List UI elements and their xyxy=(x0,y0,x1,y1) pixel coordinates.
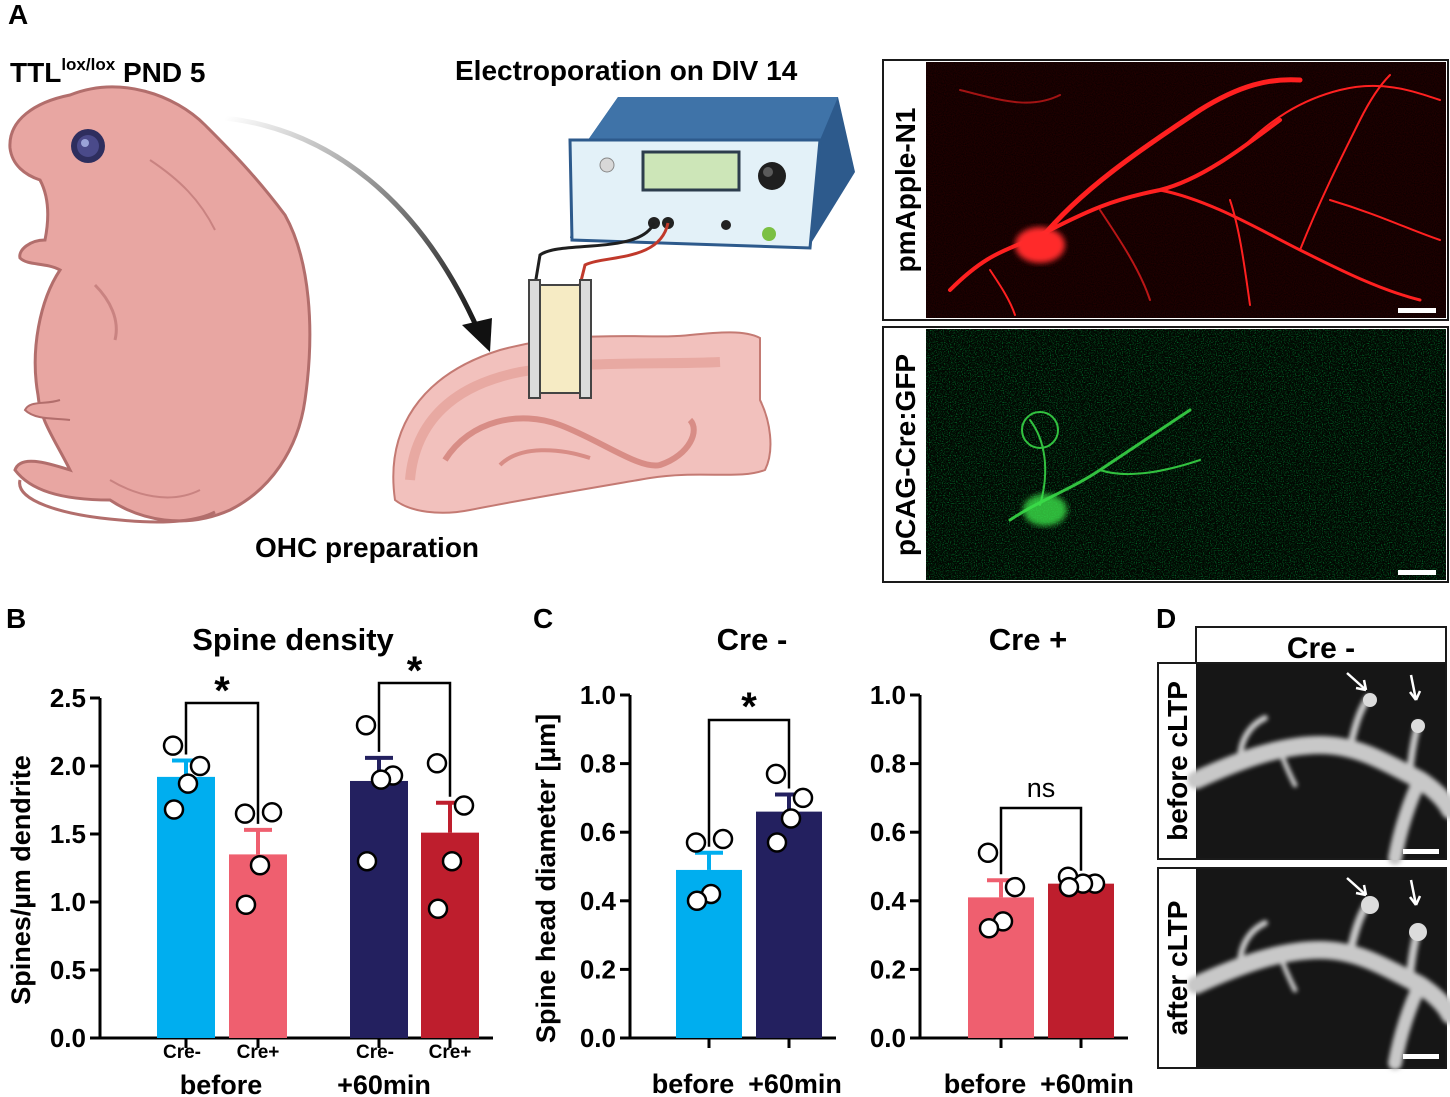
data-point xyxy=(189,755,211,777)
y-tick-label: 0.5 xyxy=(50,955,86,985)
y-tick-label: 0.0 xyxy=(50,1023,86,1053)
y-tick-label: 1.0 xyxy=(870,680,906,710)
bar xyxy=(229,854,287,1038)
electroporation-label: Electroporation on DIV 14 xyxy=(455,55,798,86)
significance-label: * xyxy=(407,649,423,693)
bar xyxy=(756,811,822,1038)
data-point xyxy=(977,842,999,864)
data-point xyxy=(235,894,257,915)
data-point xyxy=(441,850,463,872)
electroporator-illustration xyxy=(533,97,855,286)
y-tick-label: 0.6 xyxy=(870,817,906,847)
significance-label: * xyxy=(741,685,757,729)
x-category-label: +60min xyxy=(1040,1069,1134,1097)
significance-bracket xyxy=(999,806,1083,875)
significance-bracket xyxy=(184,701,260,824)
data-point xyxy=(163,799,185,820)
micrograph-pmapple: pmApple-N1 xyxy=(882,59,1449,321)
panel-a-illustration: TTLlox/lox PND 5 Electroporation on DIV … xyxy=(8,55,855,563)
micrograph-pcag: pCAG-Cre:GFP xyxy=(882,326,1449,583)
data-point xyxy=(249,855,271,876)
x-category-label: Cre+ xyxy=(237,1042,280,1063)
data-point xyxy=(427,898,449,920)
data-point xyxy=(234,803,256,824)
data-point xyxy=(453,795,475,816)
data-point xyxy=(355,714,377,736)
spine-density-chart: Spine density 0.0 0.5 1.0 1.5 2.0 2.5 Spines/µm… xyxy=(6,622,493,1097)
spine-head-cre-plus-chart: Cre + 0.0 0.2 0.4 0.6 0.8 1.0 before +60min ns xyxy=(870,622,1134,1097)
x-category-label: +60min xyxy=(748,1069,842,1097)
data-point xyxy=(426,753,448,774)
bar xyxy=(350,780,408,1038)
significance-label: * xyxy=(214,669,230,713)
panel-label-b: B xyxy=(6,603,26,634)
animal-label: TTLlox/lox PND 5 xyxy=(10,55,205,88)
data-point xyxy=(1058,876,1080,898)
y-tick-label: 1.5 xyxy=(50,819,86,849)
panel-d-micrographs: Cre - before cLTP xyxy=(1157,626,1450,1070)
chart-title: Spine density xyxy=(192,622,394,657)
data-point xyxy=(177,773,199,794)
y-tick-label: 0.2 xyxy=(870,954,906,984)
x-group-label: +60min xyxy=(337,1070,431,1097)
panel-d-header: Cre - xyxy=(1287,632,1355,665)
data-point xyxy=(686,890,708,912)
y-tick-label: 0.0 xyxy=(580,1023,616,1053)
panel-d-row-before: before cLTP xyxy=(1162,681,1193,841)
y-tick-label: 1.0 xyxy=(50,887,86,917)
significance-label: ns xyxy=(1027,773,1056,803)
data-point xyxy=(765,763,787,785)
ohc-label: OHC preparation xyxy=(255,532,479,563)
y-tick-label: 0.6 xyxy=(580,817,616,847)
data-point xyxy=(766,832,788,853)
y-tick-label: 1.0 xyxy=(580,680,616,710)
data-point xyxy=(712,828,734,850)
y-tick-label: 0.4 xyxy=(870,886,907,916)
micrograph-label-pmapple: pmApple-N1 xyxy=(890,108,921,273)
mouse-pup-illustration xyxy=(8,85,312,524)
panel-label-c: C xyxy=(533,603,553,634)
y-tick-label: 0.8 xyxy=(870,749,906,779)
chart-title: Cre + xyxy=(989,622,1067,657)
x-category-label: before xyxy=(944,1069,1027,1097)
data-point xyxy=(978,917,1000,939)
y-tick-label: 0.8 xyxy=(580,749,616,779)
data-point xyxy=(685,832,707,853)
x-category-label: Cre- xyxy=(356,1042,394,1063)
data-point xyxy=(356,850,378,872)
y-axis-label: Spines/µm dendrite xyxy=(6,755,36,1005)
spine-image-after: after cLTP xyxy=(1157,867,1450,1070)
micrograph-label-pcag: pCAG-Cre:GFP xyxy=(890,354,921,556)
x-group-label: before xyxy=(180,1070,263,1097)
x-category-label: before xyxy=(652,1069,735,1097)
bar xyxy=(157,776,215,1038)
data-point xyxy=(370,769,392,790)
cuvette-illustration xyxy=(528,279,592,399)
x-category-label: Cre+ xyxy=(429,1042,472,1063)
y-tick-label: 2.0 xyxy=(50,751,86,781)
data-point xyxy=(162,735,184,756)
significance-bracket xyxy=(707,718,791,847)
y-tick-label: 0.2 xyxy=(580,954,616,984)
bar xyxy=(1048,883,1114,1038)
data-point xyxy=(1004,876,1026,898)
spine-head-cre-minus-chart: Cre - 0.0 0.2 0.4 0.6 0.8 1.0 Spine head diamet… xyxy=(531,622,842,1097)
y-axis-label: Spine head diameter [µm] xyxy=(531,714,561,1043)
spine-image-before: before cLTP xyxy=(1157,662,1450,865)
significance-bracket xyxy=(377,681,452,797)
y-tick-label: 2.5 xyxy=(50,683,86,713)
panel-d-row-after: after cLTP xyxy=(1162,901,1193,1036)
x-category-label: Cre- xyxy=(163,1042,201,1063)
data-point xyxy=(792,787,814,809)
chart-title: Cre - xyxy=(717,622,788,657)
data-point xyxy=(780,808,802,829)
data-point xyxy=(261,801,283,823)
y-tick-label: 0.4 xyxy=(580,886,617,916)
y-tick-label: 0.0 xyxy=(870,1023,906,1053)
hippocampal-slice-illustration xyxy=(392,331,772,514)
panel-label-d: D xyxy=(1156,603,1176,634)
panel-label-a: A xyxy=(8,0,28,30)
